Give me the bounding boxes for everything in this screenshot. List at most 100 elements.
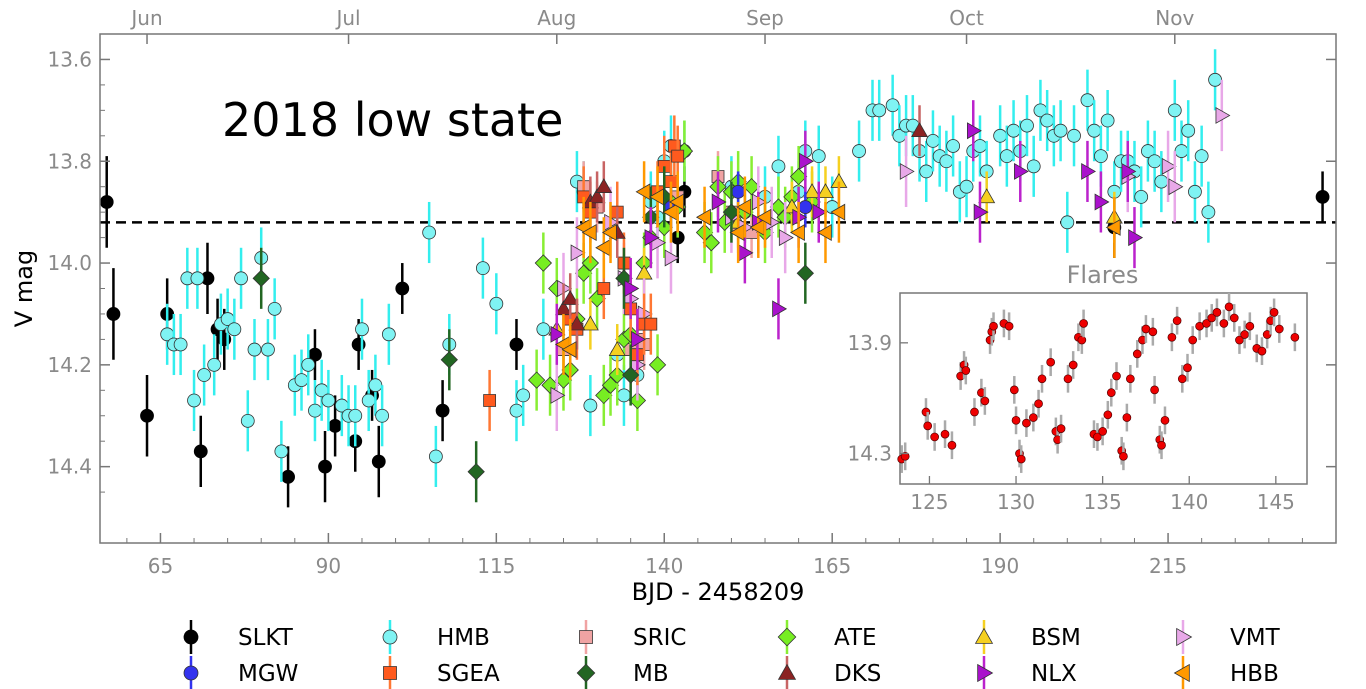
inset-data-point — [1229, 313, 1239, 323]
x-tick-label: 65 — [148, 554, 173, 578]
data-point — [348, 408, 363, 423]
data-point — [1081, 162, 1097, 180]
inset-data-point — [1167, 332, 1177, 342]
data-point — [799, 152, 814, 170]
inset-data-point — [1056, 424, 1066, 433]
data-point — [790, 224, 805, 241]
data-point — [778, 229, 794, 247]
x-axis-label: BJD - 2458209 — [632, 578, 805, 606]
legend-marker — [977, 663, 994, 683]
top-month-label: Aug — [537, 6, 576, 30]
legend-entry-mb: MB — [576, 656, 669, 689]
inset-data-point — [1160, 415, 1170, 425]
data-point — [294, 373, 309, 388]
data-point — [1094, 193, 1110, 211]
data-point — [731, 184, 746, 199]
inset-data-point — [1011, 415, 1021, 425]
y-tick-label: 14.2 — [47, 353, 92, 377]
legend-label: DKS — [834, 661, 881, 687]
data-point — [190, 271, 205, 286]
data-point — [872, 103, 887, 118]
legend-label: NLX — [1031, 661, 1077, 687]
data-point — [631, 330, 646, 348]
data-point — [509, 403, 524, 418]
x-tick-label: 115 — [477, 554, 515, 578]
legend-entry-dks: DKS — [777, 656, 881, 689]
data-point — [252, 269, 270, 287]
data-point — [597, 282, 611, 295]
data-point — [635, 183, 651, 201]
data-point — [695, 208, 711, 226]
data-point — [816, 224, 832, 241]
data-point — [588, 188, 606, 204]
data-point — [615, 269, 633, 287]
inset-data-point — [989, 321, 998, 331]
data-point — [428, 449, 443, 464]
data-point — [550, 325, 566, 343]
inset-data-point — [1188, 335, 1198, 345]
inset-x-tick-label: 140 — [1170, 490, 1208, 514]
inset-data-point — [1098, 427, 1107, 436]
data-point — [671, 149, 685, 163]
data-point — [1147, 154, 1162, 169]
data-point — [959, 179, 974, 194]
inset-x-tick-label: 145 — [1257, 490, 1295, 514]
data-point — [669, 193, 684, 211]
legend-entry-sgea: SGEA — [383, 656, 500, 689]
data-point — [624, 280, 640, 297]
top-month-label: Oct — [949, 6, 984, 30]
series-dks — [555, 105, 929, 350]
data-point — [106, 307, 121, 321]
data-point — [321, 393, 336, 408]
legend-label: ATE — [834, 625, 877, 651]
data-point — [583, 398, 598, 413]
x-tick-label: 140 — [645, 554, 683, 578]
data-point — [207, 357, 222, 372]
data-point — [187, 393, 201, 408]
legend-label: HMB — [437, 625, 490, 651]
data-point — [550, 386, 566, 404]
inset-data-point — [1177, 374, 1187, 384]
inset-data-point — [1103, 410, 1113, 420]
inset-x-tick-label: 135 — [1084, 490, 1122, 514]
flares-inset: Flares 125 130 135 140 145 13.9 14.3 — [847, 261, 1308, 514]
data-point — [622, 366, 640, 384]
inset-data-point — [1148, 327, 1158, 337]
data-point — [371, 454, 386, 469]
data-point — [1167, 103, 1182, 118]
data-point — [440, 351, 458, 369]
inset-data-point — [1122, 413, 1132, 422]
data-point — [939, 154, 954, 169]
data-point — [554, 371, 573, 389]
data-point — [1121, 162, 1137, 180]
data-point — [789, 167, 808, 186]
data-point — [534, 254, 553, 272]
inset-data-point — [1245, 321, 1255, 331]
data-point — [1181, 123, 1196, 138]
legend-label: SGEA — [437, 661, 500, 687]
legend-marker — [183, 665, 199, 681]
data-point — [267, 301, 282, 316]
inset-data-point — [1037, 374, 1047, 384]
data-point — [608, 340, 626, 356]
data-point — [570, 244, 586, 262]
data-point — [899, 162, 915, 180]
data-point — [1093, 149, 1108, 164]
data-point — [355, 322, 369, 337]
inset-data-point — [1009, 385, 1019, 395]
legend-entry-slkt: SLKT — [183, 620, 294, 654]
data-point — [318, 459, 332, 474]
legend-entry-hmb: HMB — [382, 620, 490, 654]
data-point — [173, 337, 188, 352]
data-point — [595, 386, 613, 405]
top-month-label: Jun — [129, 6, 162, 30]
data-point — [1087, 123, 1102, 138]
legend-marker — [777, 627, 797, 647]
data-point — [561, 290, 579, 305]
chart-annotation: 2018 low state — [222, 93, 563, 147]
data-point — [742, 178, 761, 196]
top-month-label: Sep — [746, 6, 784, 30]
legend-marker — [382, 629, 398, 645]
data-point — [973, 203, 989, 221]
legend-marker — [1173, 663, 1190, 683]
